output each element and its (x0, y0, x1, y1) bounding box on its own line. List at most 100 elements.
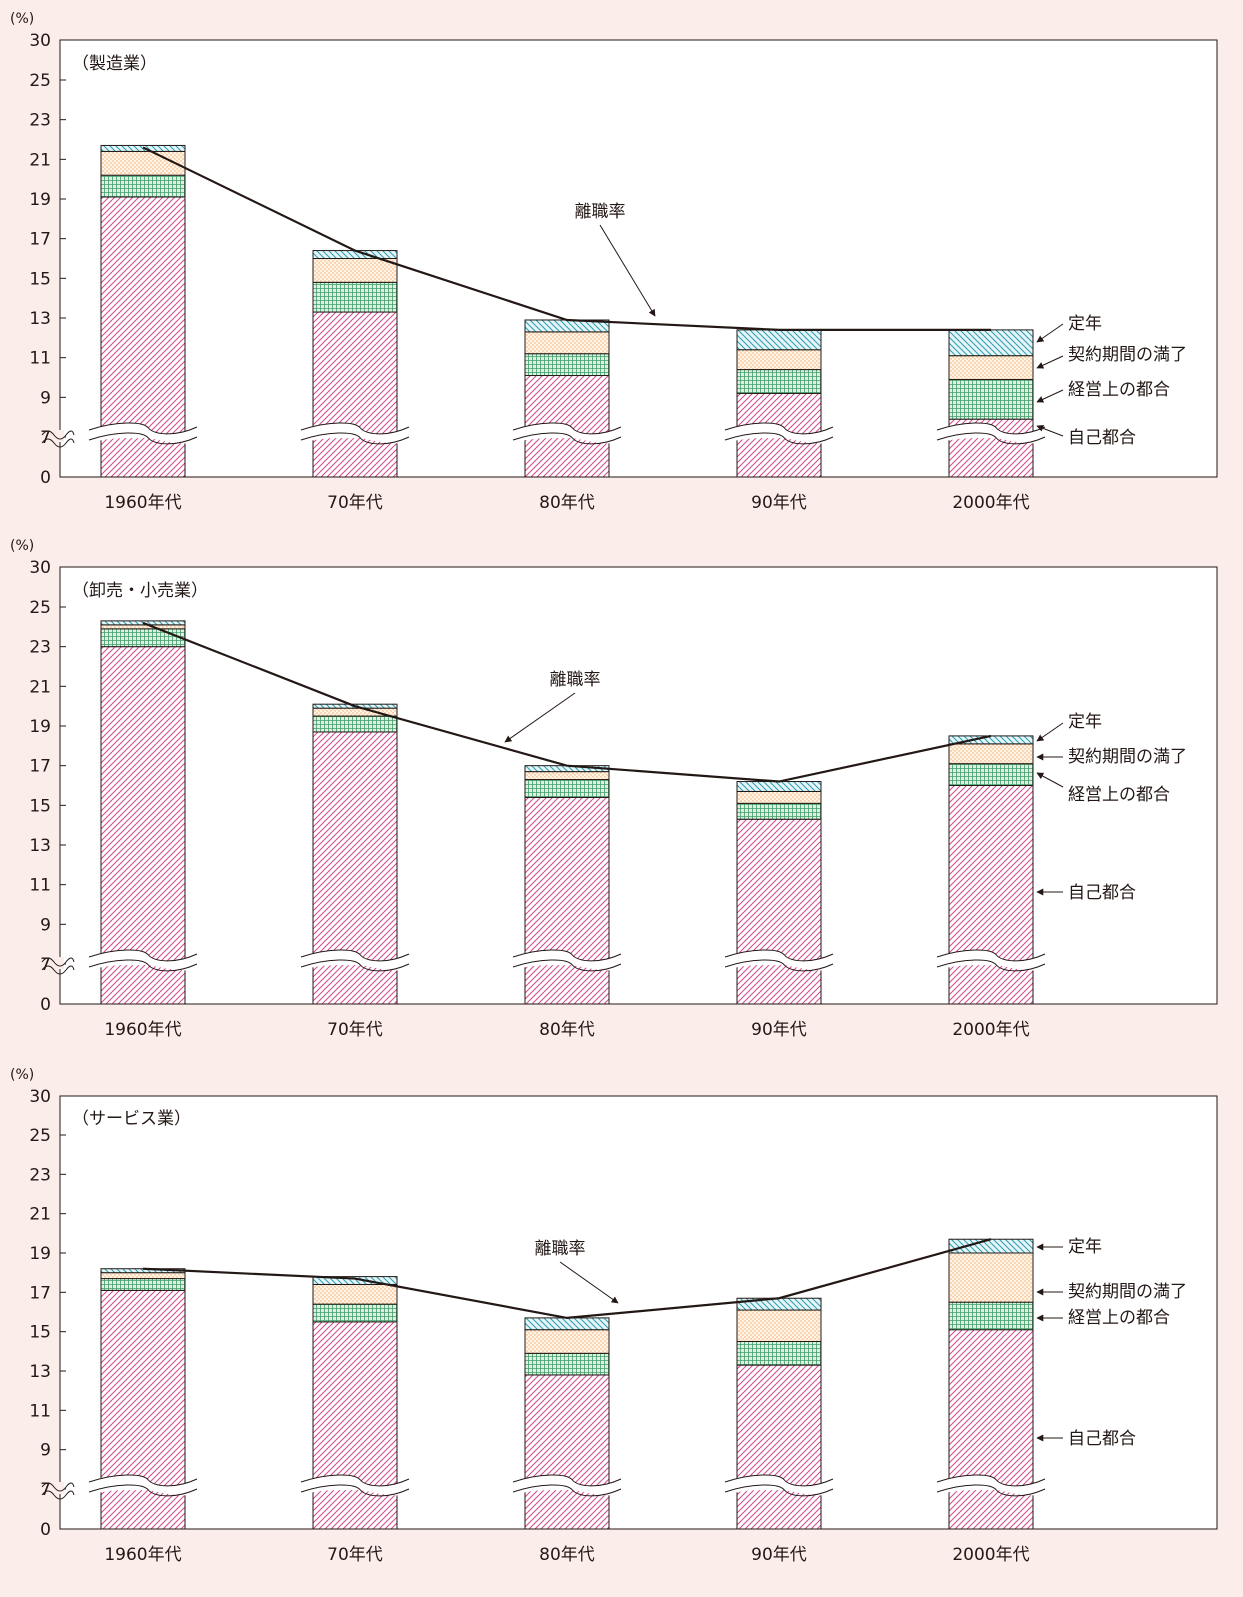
y-tick-label: 9 (40, 1441, 51, 1461)
axis-break-line (936, 959, 1046, 972)
x-tick-label: 80年代 (539, 1020, 595, 1040)
x-tick-label: 90年代 (751, 493, 807, 513)
bar-segment-business (736, 802, 822, 820)
legend-retire-pointer (1036, 323, 1064, 343)
axis-break-line (300, 422, 410, 435)
x-tick-label: 1960年代 (104, 1545, 181, 1565)
legend-business-pointer (1036, 772, 1064, 788)
bar-segment-self (524, 796, 610, 1005)
axis-break-line (512, 949, 622, 962)
legend: 定年 契約期間の満了 経営上の都合 自己都合 (1036, 1237, 1187, 1449)
axis-break-line (300, 432, 410, 445)
bar-segment-self (100, 646, 186, 1005)
legend: 定年 契約期間の満了 経営上の都合 自己都合 (1036, 712, 1187, 903)
x-tick-label: 1960年代 (104, 1020, 181, 1040)
bar-segment-business (100, 628, 186, 648)
rate-line-pointer (559, 1261, 619, 1304)
x-tick-label: 80年代 (539, 1545, 595, 1565)
y-tick-label: 21 (29, 150, 51, 170)
y-tick-label: 23 (29, 111, 51, 131)
axis-break-gap (301, 1474, 409, 1496)
y-axis: 30 25 23 21 19 17 15 13 11 9 7 0 (29, 558, 66, 1015)
legend-retire-pointer (1036, 722, 1064, 742)
axis-break-line (300, 959, 410, 972)
bar-segment-self (948, 1329, 1034, 1530)
axis-break-line (300, 1474, 410, 1487)
bar-segment-business (948, 1301, 1034, 1331)
bar-segment-self (948, 785, 1034, 1005)
y-axis-break-line (41, 430, 75, 440)
x-tick-label: 70年代 (327, 1020, 383, 1040)
bar-segment-contract (100, 624, 186, 630)
y-tick-label: 0 (40, 995, 51, 1015)
y-tick-label: 25 (29, 598, 51, 618)
axis-breaks (41, 949, 1046, 975)
axis-break-gap (301, 949, 409, 971)
x-axis: 1960年代 70年代 80年代 90年代 2000年代 (104, 493, 1029, 513)
rate-line (142, 621, 992, 783)
legend-business: 経営上の都合 (1068, 380, 1170, 400)
bar-segment-self (736, 818, 822, 1005)
axis-break-line (300, 1484, 410, 1497)
axis-break-gap (89, 949, 197, 971)
panel-manufacturing: (%) （製造業） 30 25 23 21 19 17 15 13 11 9 7 0 1960年代 70… (10, 11, 1218, 513)
y-tick-label: 17 (29, 230, 51, 250)
y-tick-label: 7 (40, 955, 51, 975)
axis-break-line (512, 959, 622, 972)
bar-segment-business (524, 779, 610, 798)
axis-break-line (724, 1474, 834, 1487)
axis-break-line (88, 432, 198, 445)
bar-segment-contract (524, 771, 610, 781)
legend-self: 自己都合 (1068, 428, 1136, 448)
y-axis: 30 25 23 21 19 17 15 13 11 9 7 0 (29, 1087, 66, 1540)
x-tick-label: 90年代 (751, 1020, 807, 1040)
y-tick-label: 15 (29, 796, 51, 816)
unit-label: (%) (10, 1067, 34, 1083)
y-tick-label: 25 (29, 71, 51, 91)
bar-segment-retire (312, 1276, 398, 1285)
x-tick-label: 2000年代 (952, 493, 1029, 513)
y-tick-label: 21 (29, 1205, 51, 1225)
bar-segment-contract (524, 1329, 610, 1354)
axis-break-line (936, 1484, 1046, 1497)
y-tick-label: 17 (29, 757, 51, 777)
axis-break-line (88, 422, 198, 435)
bar-segment-contract (100, 1272, 186, 1280)
bar-segment-business (312, 715, 398, 733)
bar-segment-contract (312, 1283, 398, 1305)
legend-contract: 契約期間の満了 (1068, 747, 1187, 767)
y-tick-label: 7 (40, 1480, 51, 1500)
bar-segment-contract (100, 150, 186, 176)
axis-break-gap (89, 1474, 197, 1496)
panel-title: （製造業） (72, 54, 157, 74)
y-tick-label: 19 (29, 190, 51, 210)
legend-contract: 契約期間の満了 (1068, 345, 1187, 365)
panel-title: （サービス業） (72, 1109, 191, 1129)
y-tick-label: 11 (29, 1401, 51, 1421)
plot-area (59, 1095, 1218, 1530)
axis-break-gap (89, 422, 197, 444)
panel-services: (%) （サービス業） 30 25 23 21 19 17 15 13 11 9 7 0 1960年代… (10, 1067, 1218, 1565)
y-tick-label: 30 (29, 31, 51, 51)
bar-segment-retire (948, 1238, 1034, 1254)
axis-break-gap (725, 422, 833, 444)
y-tick-label: 15 (29, 1323, 51, 1343)
bar-segment-business (100, 174, 186, 198)
legend-self: 自己都合 (1068, 1429, 1136, 1449)
bar-segment-business (312, 1303, 398, 1323)
legend-business: 経営上の都合 (1068, 785, 1170, 805)
bar-segment-business (524, 353, 610, 377)
rate-line-label: 離職率 (575, 202, 626, 222)
axis-break-gap (513, 1474, 621, 1496)
bar-segment-contract (948, 743, 1034, 765)
legend-retire: 定年 (1068, 314, 1102, 334)
plot-area (59, 39, 1218, 478)
y-tick-label: 0 (40, 468, 51, 488)
bar-segment-contract (736, 1309, 822, 1342)
bar-segment-self (736, 1364, 822, 1530)
axis-break-gap (725, 1474, 833, 1496)
bar-segment-business (736, 369, 822, 394)
bar-segment-self (312, 311, 398, 478)
bar-segment-business (948, 763, 1034, 787)
